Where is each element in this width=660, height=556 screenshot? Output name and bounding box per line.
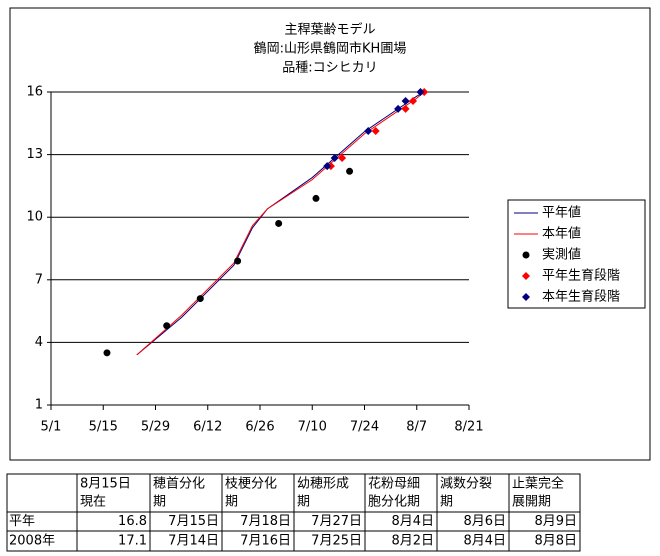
table-header: 現在 — [80, 495, 106, 510]
data-point — [416, 88, 425, 96]
y-tick-label: 4 — [35, 335, 43, 350]
table-cell: 8月9日 — [534, 514, 577, 529]
x-tick-label: 7/10 — [298, 420, 327, 435]
data-point — [394, 104, 403, 113]
x-tick-label: 6/12 — [193, 420, 222, 435]
legend-label: 実測値 — [542, 247, 581, 263]
data-point — [234, 257, 242, 265]
x-tick-label: 5/15 — [89, 420, 118, 435]
data-point — [401, 104, 410, 113]
legend-box — [507, 199, 646, 309]
table-cell: 16.8 — [118, 514, 147, 529]
legend-label: 本年生育段階 — [542, 289, 620, 305]
table-cell: 平年 — [9, 514, 35, 529]
table-cell: 17.1 — [118, 534, 147, 549]
chart-title: 主稈葉齢モデル — [284, 22, 375, 38]
table-cell: 7月25日 — [311, 534, 362, 549]
data-point — [401, 96, 410, 105]
legend-label: 本年値 — [542, 226, 581, 242]
table-header: 期 — [440, 495, 453, 510]
data-point — [103, 349, 111, 357]
legend-marker — [522, 272, 530, 280]
table-cell: 8月6日 — [463, 514, 506, 529]
x-tick-label: 8/7 — [406, 420, 427, 435]
data-point — [371, 127, 380, 136]
data-point — [323, 162, 332, 171]
legend-label: 平年値 — [542, 205, 581, 221]
data-point — [364, 127, 373, 136]
data-point — [163, 322, 171, 330]
y-tick-label: 1 — [35, 398, 43, 413]
y-tick-label: 7 — [35, 272, 43, 287]
table-header: 8月15日 — [80, 477, 131, 492]
table-cell: 8月4日 — [463, 534, 506, 549]
data-point — [346, 167, 354, 175]
table-cell: 7月14日 — [168, 534, 219, 549]
table-header: 枝梗分化 — [225, 477, 277, 492]
table-cell: 2008年 — [9, 534, 55, 549]
y-tick-label: 13 — [26, 147, 43, 162]
table-header: 減数分裂 — [440, 476, 492, 492]
data-point — [338, 153, 347, 162]
table-header: 花粉母細 — [368, 476, 420, 492]
legend-label: 平年生育段階 — [542, 268, 620, 284]
data-point — [275, 219, 283, 227]
table-cell: 7月15日 — [168, 514, 219, 529]
data-point — [330, 153, 339, 162]
legend-marker — [522, 293, 530, 301]
x-tick-label: 5/29 — [141, 420, 170, 435]
x-tick-label: 8/21 — [454, 420, 483, 435]
table-cell: 7月18日 — [240, 514, 291, 529]
x-tick-label: 6/26 — [245, 420, 274, 435]
table-header: 止葉完全 — [512, 476, 564, 492]
y-tick-label: 10 — [26, 210, 43, 225]
table-header: 幼穂形成 — [297, 477, 349, 492]
data-point — [312, 194, 320, 202]
data-point — [409, 96, 418, 105]
table-header: 展開期 — [512, 495, 551, 510]
table-header: 期 — [225, 495, 238, 510]
legend-marker — [522, 251, 530, 259]
chart-title: 鶴岡:山形県鶴岡市KH圃場 — [254, 41, 407, 57]
chart-title: 品種:コシヒカリ — [282, 60, 377, 76]
table-header: 胞分化期 — [368, 495, 420, 510]
x-tick-label: 5/1 — [41, 420, 62, 435]
table-header: 期 — [153, 495, 166, 510]
x-tick-label: 7/24 — [350, 420, 379, 435]
table-cell: 7月27日 — [311, 514, 362, 529]
table-header: 期 — [297, 495, 310, 510]
data-point — [196, 295, 204, 303]
table-header: 穂首分化 — [153, 477, 205, 492]
table-cell: 8月2日 — [391, 534, 434, 549]
y-tick-label: 16 — [26, 85, 43, 100]
table-cell: 7月16日 — [240, 534, 291, 549]
table-cell: 8月8日 — [534, 534, 577, 549]
table-cell: 8月4日 — [391, 514, 434, 529]
